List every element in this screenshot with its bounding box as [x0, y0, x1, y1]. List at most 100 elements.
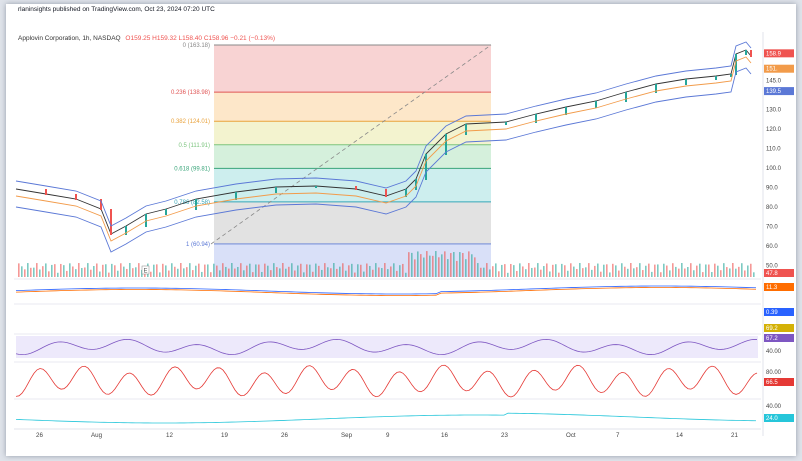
- volume-bar: [36, 263, 38, 277]
- indicator-badge-label: 66.5: [766, 380, 778, 386]
- volume-bar: [201, 271, 203, 277]
- volume-bar: [732, 263, 734, 277]
- candle: [145, 214, 147, 227]
- time-axis[interactable]: 26 Aug 12 19 26 Sep 9 16 23 Oct 7 14 21: [14, 428, 761, 439]
- price-series: [15, 41, 752, 253]
- volume-bar: [675, 266, 677, 277]
- volume-bar: [18, 263, 20, 277]
- candle: [195, 199, 197, 210]
- volume-bar: [549, 271, 551, 277]
- candle: [405, 189, 407, 197]
- volume-bar: [558, 272, 560, 277]
- volume-bar: [606, 264, 608, 277]
- volume-bar: [519, 263, 521, 277]
- volume-bar: [735, 268, 737, 277]
- volume-bar: [399, 265, 401, 277]
- price-tick: 60.0: [766, 244, 778, 250]
- candle: [745, 50, 747, 55]
- candle: [685, 79, 687, 85]
- volume-bar: [594, 265, 596, 277]
- volume-bar: [189, 263, 191, 277]
- volume-bar: [405, 272, 407, 277]
- volume-bar: [234, 268, 236, 277]
- volume-bar: [411, 252, 413, 277]
- volume-bar: [417, 251, 419, 277]
- volume-bar: [57, 272, 59, 277]
- volume-bar: [474, 257, 476, 277]
- indicator-panes: [14, 278, 761, 424]
- fib-zone: [214, 45, 491, 93]
- volume-bar: [63, 265, 65, 277]
- volume-bar: [252, 272, 254, 277]
- volume-bar: [390, 266, 392, 277]
- volume-bar: [66, 270, 68, 277]
- chart-canvas[interactable]: 0 (163.18) 0.236 (138.98) 0.382 (124.01) 0.…: [6, 4, 796, 456]
- volume-bar: [534, 267, 536, 277]
- candle: [505, 122, 507, 125]
- volume-bar: [198, 263, 200, 277]
- volume-bar: [246, 265, 248, 277]
- time-tick: 26: [36, 432, 43, 439]
- volume-bar: [615, 265, 617, 277]
- volume-bar: [174, 266, 176, 277]
- volume-bar: [618, 270, 620, 277]
- volume-bar: [69, 263, 71, 277]
- lower-channel: [15, 67, 752, 253]
- candle: [125, 226, 127, 235]
- volume-bar: [513, 265, 515, 277]
- volume-bar: [225, 266, 227, 277]
- volume-bar: [483, 267, 485, 277]
- volume-bar: [624, 266, 626, 277]
- volume-bar: [207, 264, 209, 277]
- candle: [165, 209, 167, 215]
- volume-bar: [393, 263, 395, 277]
- fib-label: 0.5 (111.91): [179, 143, 210, 149]
- volume-bar: [546, 263, 548, 277]
- volume-bar: [555, 264, 557, 277]
- price-badge: [764, 87, 794, 96]
- time-tick: 21: [731, 432, 738, 439]
- volume-bar: [552, 264, 554, 277]
- upper-channel: [15, 41, 752, 227]
- volume-bar: [249, 263, 251, 277]
- price-axis[interactable]: 145.0 130.0 120.0 110.0 100.0 90.0 80.0 70.0 60.…: [762, 32, 794, 436]
- volume-bar: [177, 268, 179, 277]
- volume-bar: [543, 266, 545, 277]
- candle: [625, 92, 627, 102]
- volume-bar: [576, 268, 578, 277]
- earnings-marker[interactable]: [141, 265, 150, 275]
- volume-bar: [159, 272, 161, 277]
- volume-bar: [639, 263, 641, 277]
- volume-bar: [123, 266, 125, 277]
- fib-trend-line[interactable]: [210, 44, 492, 245]
- volume-bar: [540, 269, 542, 277]
- volume-bar: [651, 271, 653, 277]
- volume-bar: [357, 264, 359, 277]
- time-tick: 9: [386, 432, 390, 439]
- volume-bar: [336, 268, 338, 277]
- volume-bar: [420, 254, 422, 277]
- volume-bar: [105, 264, 107, 277]
- volume-bar: [693, 270, 695, 277]
- volume-bar: [717, 265, 719, 277]
- indicator-badge-label: 69.2: [766, 326, 778, 332]
- volume-bar: [396, 270, 398, 277]
- macd-line: [15, 285, 757, 295]
- volume-bar: [597, 263, 599, 277]
- volume-bar: [564, 265, 566, 277]
- volume-bar: [645, 265, 647, 277]
- price-badge-label: 158.9: [766, 51, 782, 57]
- fib-label: 0.382 (124.01): [171, 119, 210, 125]
- time-tick: Sep: [341, 432, 353, 439]
- volume-bar: [279, 268, 281, 277]
- volume-bar: [324, 263, 326, 277]
- volume-bar: [426, 251, 428, 277]
- volume-bar: [24, 269, 26, 277]
- volume-bar: [120, 263, 122, 277]
- volume-bar: [753, 272, 755, 277]
- volume-bar: [342, 263, 344, 277]
- volume-bar: [747, 265, 749, 277]
- volume-bar: [276, 267, 278, 277]
- volume-bar: [213, 263, 215, 277]
- price-tick: 110.0: [766, 147, 781, 153]
